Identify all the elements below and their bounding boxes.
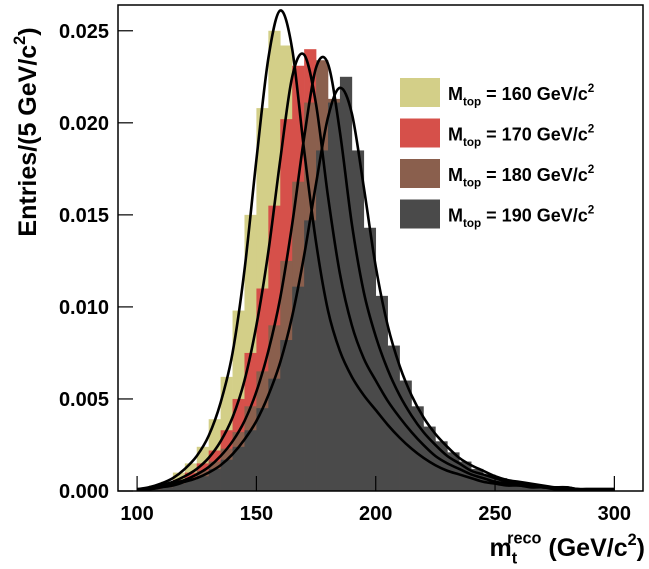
text-part: 2	[628, 531, 637, 549]
text-part: t	[512, 550, 518, 568]
text-part: reco	[507, 530, 541, 548]
fit-curve	[137, 86, 615, 491]
text-part: Entries/(5 GeV/c	[14, 45, 42, 237]
y-tick-label: 0.015	[59, 205, 109, 227]
plot-area	[136, 9, 615, 492]
histogram-bar	[268, 378, 281, 491]
histogram-bar	[244, 430, 257, 491]
text-part: 2	[588, 163, 595, 176]
histogram-bar	[304, 220, 317, 492]
x-tick-label: 200	[359, 503, 392, 525]
x-tick-label: 150	[240, 503, 273, 525]
text-part: top	[463, 176, 481, 189]
y-tick-label: 0.010	[59, 297, 109, 319]
legend-swatch	[400, 159, 440, 188]
histogram-bar	[280, 340, 293, 491]
fit-curve	[137, 55, 615, 491]
text-part: )	[14, 27, 42, 35]
histogram-bar	[220, 459, 233, 491]
legend-swatch	[400, 199, 440, 229]
histogram-bar	[208, 468, 221, 491]
y-tick-label: 0.025	[59, 21, 109, 43]
legend-swatch	[400, 78, 440, 107]
text-part: top	[463, 136, 481, 149]
y-tick-label: 0.005	[59, 389, 109, 411]
text-part: 2	[588, 203, 595, 216]
histogram-bar	[172, 483, 186, 491]
text-part: M	[448, 125, 463, 145]
legend-label: Mtop = 190 GeV/c2	[448, 203, 595, 230]
x-tick-label: 100	[120, 503, 153, 525]
y-tick-label: 0.000	[59, 481, 109, 503]
y-axis-title: Entries/(5 GeV/c2)	[11, 27, 42, 236]
text-part: M	[448, 165, 463, 185]
text-part: )	[637, 534, 645, 562]
text-part: 2	[11, 36, 29, 45]
histogram-bar	[292, 286, 305, 491]
legend-label: Mtop = 160 GeV/c2	[448, 82, 595, 109]
text-part: = 180 GeV/c	[481, 165, 588, 185]
histogram-bar	[149, 489, 162, 491]
frame	[117, 4, 644, 492]
histogram-bar	[351, 150, 365, 491]
text-part: (GeV/c	[541, 534, 627, 562]
legend-label: Mtop = 180 GeV/c2	[448, 163, 595, 190]
histogram-bar	[339, 76, 353, 491]
text-part: m	[489, 534, 511, 562]
text-part: M	[448, 84, 463, 104]
histogram-bar	[328, 102, 341, 492]
fit-curve	[136, 9, 615, 491]
text-part: = 160 GeV/c	[481, 84, 588, 104]
x-axis-title: mt reco (GeV/c2)	[489, 530, 645, 568]
text-part: M	[448, 206, 463, 226]
legend-swatch	[400, 118, 440, 148]
histogram-bar	[160, 487, 174, 491]
x-tick-label: 250	[478, 503, 511, 525]
histogram-bar	[232, 446, 245, 491]
text-part: top	[463, 217, 481, 230]
histogram-bar	[387, 345, 400, 491]
text-part: top	[463, 95, 481, 108]
histogram-bar	[184, 479, 198, 491]
y-tick-label: 0.020	[59, 113, 109, 135]
x-tick-label: 300	[598, 503, 631, 525]
text-part: = 170 GeV/c	[481, 125, 588, 145]
text-part: 2	[588, 82, 595, 95]
histogram-bar	[316, 150, 329, 491]
histogram-bar	[399, 380, 412, 491]
text-part: = 190 GeV/c	[481, 206, 588, 226]
histogram-bar	[196, 476, 209, 491]
histogram-bar	[256, 408, 269, 491]
text-part: 2	[588, 122, 595, 135]
legend-label: Mtop = 170 GeV/c2	[448, 122, 595, 149]
histogram-bar	[363, 227, 377, 491]
